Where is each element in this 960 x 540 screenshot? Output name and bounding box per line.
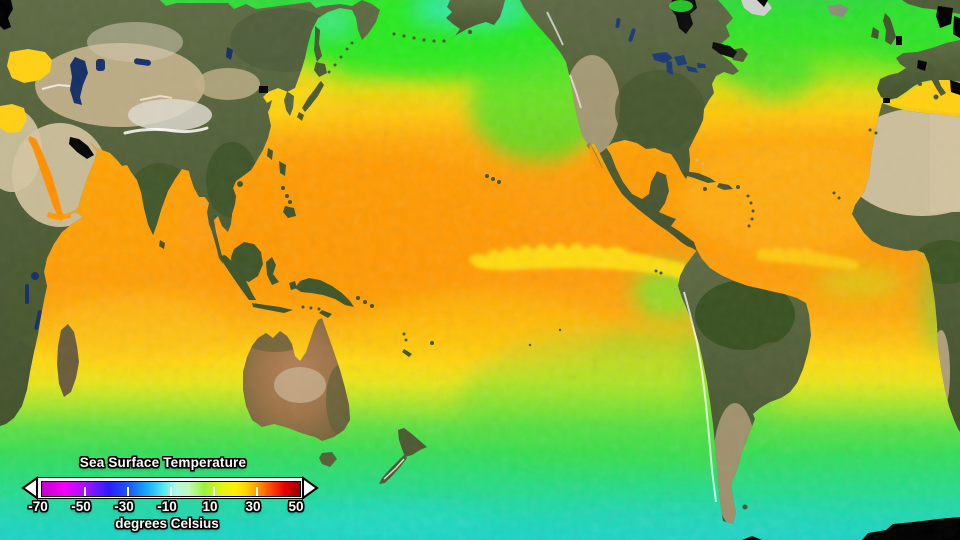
colorbar-right-arrow-icon (302, 476, 319, 500)
colorbar-tick (255, 487, 258, 496)
colorbar-tick-label: -50 (71, 499, 91, 514)
colorbar-tick-label: 30 (245, 499, 261, 514)
colorbar-tick (170, 487, 172, 496)
legend-units: degrees Celsius (115, 516, 219, 531)
colorbar-tick-label: 50 (288, 499, 304, 514)
colorbar-tick (126, 487, 129, 496)
colorbar-tick (213, 487, 215, 496)
legend-title: Sea Surface Temperature (79, 455, 247, 470)
colorbar-tick-label: 10 (202, 499, 218, 514)
colorbar-tick-labels: -70 -50 -30 -10 10 30 50 (28, 499, 303, 515)
sst-legend: Sea Surface Temperature -70 -50 -30 -10 … (0, 448, 340, 540)
colorbar-tick-label: -30 (114, 499, 134, 514)
colorbar-tick-label: -70 (28, 499, 48, 514)
colorbar-tick (84, 487, 86, 496)
colorbar-frame (38, 478, 302, 498)
colorbar-left-arrow-icon (21, 476, 38, 500)
colorbar-tick-label: -10 (157, 499, 177, 514)
colorbar-gradient (41, 481, 301, 497)
colorbar (37, 477, 303, 499)
